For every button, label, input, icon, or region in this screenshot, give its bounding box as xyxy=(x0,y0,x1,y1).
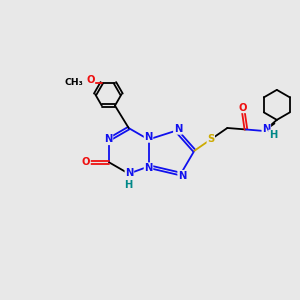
Text: N: N xyxy=(125,168,134,178)
Text: N: N xyxy=(144,163,153,173)
Text: CH₃: CH₃ xyxy=(65,78,83,87)
Text: O: O xyxy=(239,103,247,112)
Text: O: O xyxy=(86,75,94,85)
Text: H: H xyxy=(124,180,132,190)
Text: N: N xyxy=(144,132,153,142)
Text: H: H xyxy=(269,130,277,140)
Text: N: N xyxy=(178,171,186,181)
Text: S: S xyxy=(207,134,214,144)
Text: N: N xyxy=(262,124,271,134)
Text: N: N xyxy=(104,134,112,145)
Text: N: N xyxy=(174,124,182,134)
Text: O: O xyxy=(82,157,90,167)
